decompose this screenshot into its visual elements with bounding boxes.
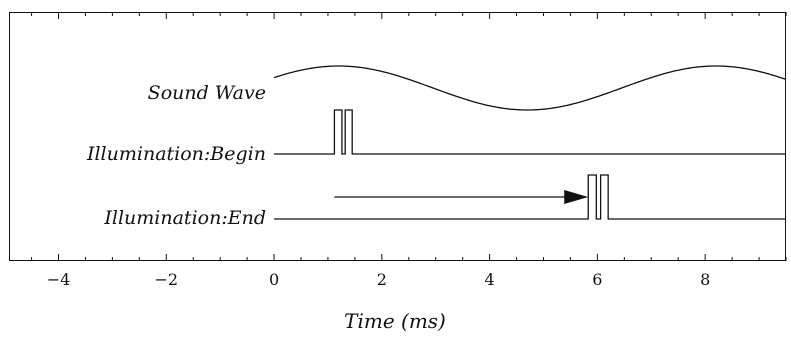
x-tick-label: −4 (47, 270, 71, 289)
delay-arrowhead (564, 190, 589, 204)
x-tick-labels: −4 −2 0 2 4 6 8 (47, 270, 711, 289)
illumination-end-label: Illumination:End (103, 207, 266, 229)
x-axis-ticks (31, 12, 787, 261)
x-tick-label: −2 (154, 270, 178, 289)
x-axis-label: Time (ms) (344, 309, 446, 333)
x-tick-label: 2 (377, 270, 387, 289)
illumination-end-trace (274, 174, 786, 220)
x-tick-label: 4 (485, 270, 495, 289)
x-tick-label: 0 (269, 270, 279, 289)
x-tick-label: 6 (592, 270, 602, 289)
plot-frame (9, 12, 786, 261)
sound-wave-label: Sound Wave (148, 82, 266, 104)
x-tick-label: 8 (700, 270, 710, 289)
sound-wave-trace (273, 65, 787, 111)
illumination-begin-label: Illumination:Begin (86, 143, 266, 165)
illumination-begin-trace (274, 109, 786, 155)
